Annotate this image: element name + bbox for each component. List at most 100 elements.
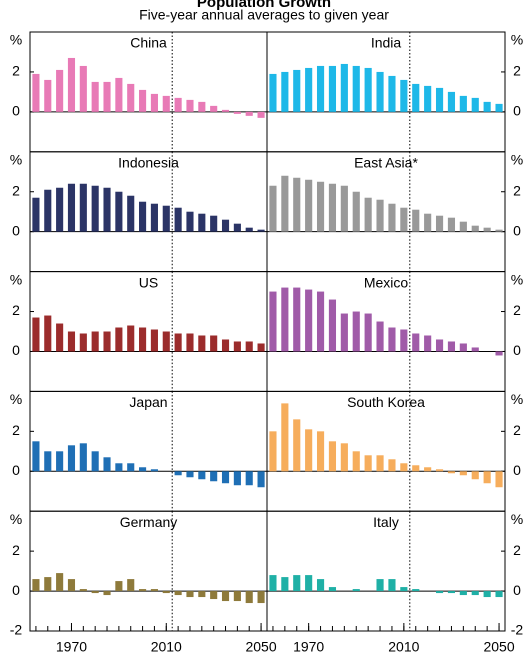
bar	[79, 65, 87, 112]
bar	[79, 443, 87, 472]
bar	[388, 459, 396, 472]
bar	[328, 183, 337, 232]
y-tick-label: 0	[12, 462, 20, 478]
bar	[400, 463, 408, 472]
panel-title: US	[139, 274, 158, 290]
bar	[162, 591, 170, 594]
bar	[269, 431, 277, 472]
bar	[91, 331, 99, 352]
bar	[67, 445, 76, 472]
bar	[293, 287, 301, 352]
y-tick-label: 2	[513, 542, 521, 558]
bar	[186, 99, 194, 112]
bar	[233, 341, 241, 352]
bar	[150, 469, 158, 472]
bar	[257, 471, 265, 488]
bar	[174, 207, 182, 232]
bar	[495, 229, 503, 232]
bar	[150, 203, 158, 232]
bar	[435, 215, 444, 232]
y-tick-label: 2	[12, 182, 20, 198]
bar	[269, 575, 277, 592]
bar	[281, 577, 289, 592]
y-axis-label: %	[511, 391, 523, 407]
bar	[376, 199, 384, 232]
bar	[56, 187, 64, 232]
panel-frame	[266, 510, 506, 632]
bar	[91, 185, 99, 232]
bar	[459, 343, 467, 352]
bar	[162, 95, 170, 112]
bar	[293, 575, 301, 592]
bar	[44, 189, 52, 232]
chart-subtitle: Five-year annual averages to given year	[139, 7, 389, 23]
y-axis-label: %	[10, 271, 22, 287]
bar	[447, 471, 456, 474]
bar	[150, 329, 158, 352]
panel-title: India	[371, 35, 402, 51]
bar	[44, 315, 52, 352]
bar	[221, 591, 230, 602]
bar	[210, 591, 218, 600]
bar	[198, 213, 206, 232]
bar	[198, 591, 206, 598]
bar	[139, 201, 147, 232]
bar	[91, 451, 99, 472]
bar	[32, 317, 40, 352]
bar	[103, 591, 111, 596]
panel-title: Italy	[373, 514, 399, 530]
bar	[388, 579, 396, 592]
y-axis-label: %	[10, 32, 22, 48]
bar	[44, 451, 52, 472]
bar	[221, 339, 230, 352]
bar	[281, 403, 289, 472]
bar	[412, 589, 420, 592]
bar	[127, 579, 135, 592]
bar	[32, 441, 40, 472]
bar	[376, 71, 384, 112]
bar	[162, 205, 170, 232]
bar	[281, 287, 289, 352]
bar	[305, 179, 313, 232]
y-tick-label: 2	[12, 302, 20, 318]
bar	[316, 431, 325, 472]
bar	[139, 89, 147, 112]
bar	[56, 451, 64, 472]
bar	[115, 463, 123, 472]
bar	[56, 323, 64, 352]
bar	[32, 197, 40, 232]
y-axis-label: %	[10, 152, 22, 168]
bar	[352, 589, 360, 592]
y-tick-label: 0	[513, 342, 521, 358]
bar	[483, 101, 491, 112]
bar	[210, 471, 218, 482]
bar	[257, 111, 265, 118]
bar	[352, 311, 360, 352]
bar	[233, 591, 241, 602]
y-tick-label: 0	[513, 582, 521, 598]
bar	[233, 111, 241, 114]
y-axis-label: %	[511, 152, 523, 168]
bar	[67, 183, 76, 232]
bar	[269, 73, 277, 112]
bar	[44, 79, 52, 112]
bar	[483, 471, 491, 484]
bar	[316, 65, 325, 112]
bar	[447, 341, 456, 352]
bar	[364, 197, 372, 232]
x-tick-label: 2050	[483, 639, 514, 655]
bar	[412, 333, 420, 352]
bar	[257, 229, 265, 232]
bar	[127, 83, 135, 112]
bar	[495, 591, 503, 598]
y-tick-label: 2	[513, 302, 521, 318]
bar	[91, 591, 99, 594]
bar	[435, 469, 444, 472]
bar	[471, 225, 479, 232]
x-tick-label: 2010	[151, 639, 182, 655]
panel-title: Indonesia	[118, 155, 179, 171]
bar	[483, 227, 491, 232]
bar	[67, 331, 76, 352]
bar	[103, 331, 111, 352]
